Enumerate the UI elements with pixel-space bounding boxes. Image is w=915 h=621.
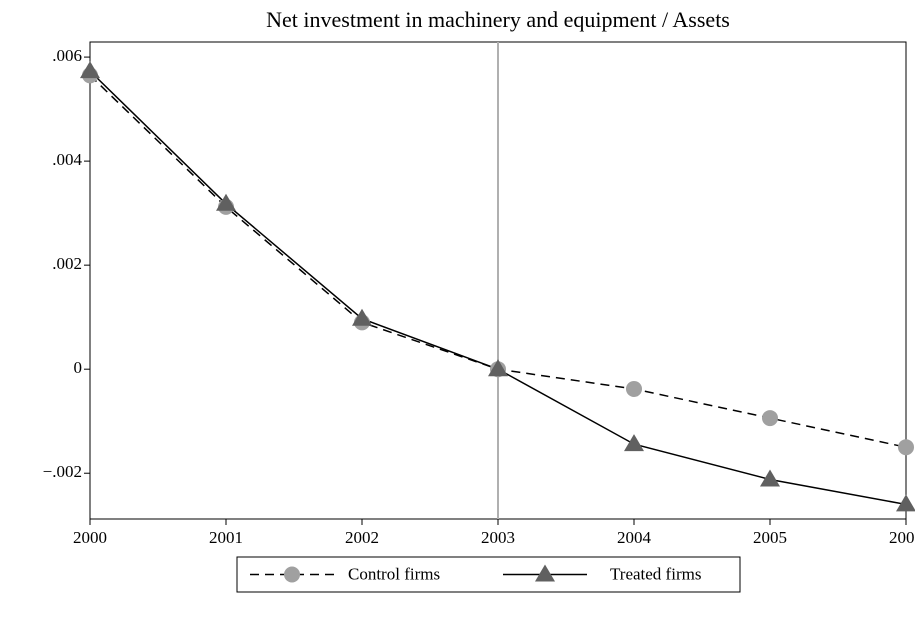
- data-point: [80, 61, 100, 79]
- legend-label: Control firms: [348, 564, 440, 583]
- x-tick-label: 2004: [617, 528, 652, 547]
- x-tick-label: 2001: [209, 528, 243, 547]
- legend-marker: [284, 566, 300, 583]
- data-point: [624, 434, 644, 452]
- data-point: [488, 359, 508, 377]
- y-tick-label: .006: [52, 46, 82, 65]
- data-point: [898, 439, 914, 456]
- data-point: [760, 469, 780, 487]
- chart-title: Net investment in machinery and equipmen…: [266, 7, 730, 32]
- y-tick-label: −.002: [43, 462, 82, 481]
- data-point: [626, 380, 642, 397]
- y-tick-label: 0: [74, 358, 83, 377]
- y-tick-label: .002: [52, 254, 82, 273]
- legend-label: Treated firms: [610, 564, 701, 583]
- x-tick-label: 2002: [345, 528, 379, 547]
- data-point: [352, 308, 372, 326]
- legend-marker: [535, 564, 555, 582]
- x-tick-label: 2006: [889, 528, 915, 547]
- y-tick-label: .004: [52, 150, 82, 169]
- x-tick-label: 2003: [481, 528, 515, 547]
- data-point: [762, 410, 778, 427]
- data-point: [896, 494, 915, 512]
- x-tick-label: 2005: [753, 528, 787, 547]
- legend-box: [236, 556, 741, 593]
- x-tick-label: 2000: [73, 528, 107, 547]
- data-point: [216, 193, 236, 211]
